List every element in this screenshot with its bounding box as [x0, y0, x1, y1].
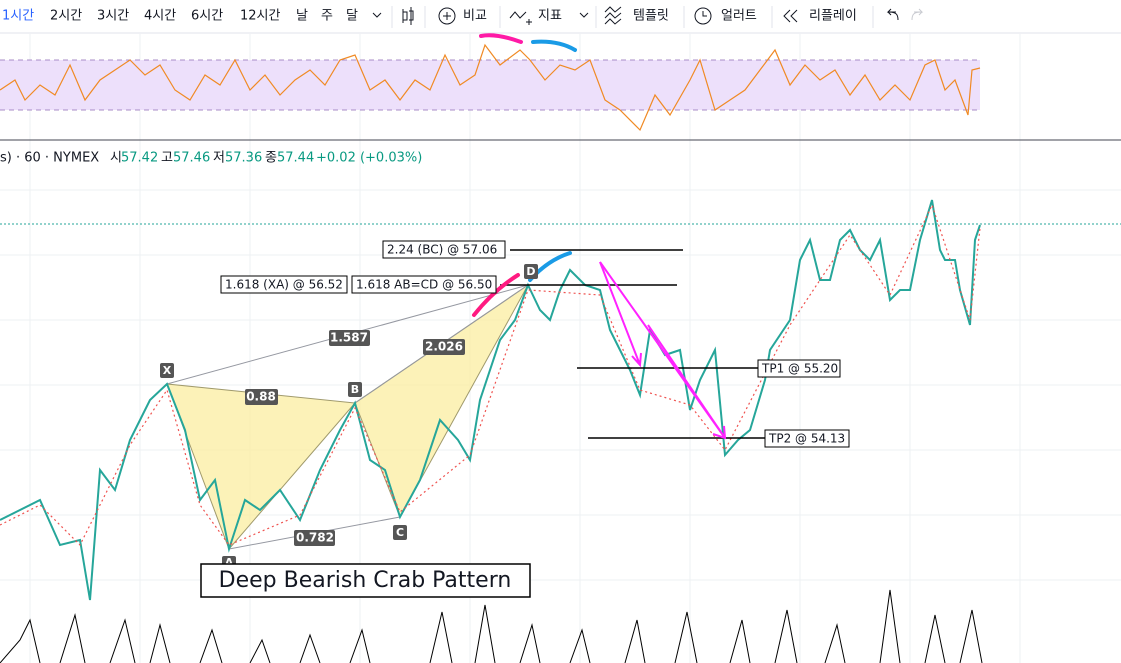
- replay-icon[interactable]: [783, 9, 798, 23]
- change: +0.02 (+0.03%): [316, 151, 422, 166]
- ohlc-label: 시: [110, 151, 122, 166]
- grid: [0, 34, 1121, 663]
- ratio-badge: [423, 339, 465, 355]
- symbol: s) · 60 · NYMEX: [0, 151, 99, 166]
- ohlc-label: 고: [161, 151, 173, 166]
- rsi-band: [0, 60, 980, 110]
- legend: s) · 60 · NYMEX 시 57.42 고 57.46 저 57.36 …: [0, 151, 422, 166]
- point-label: D: [526, 265, 535, 278]
- redo-icon[interactable]: [911, 8, 924, 21]
- toolbar-button[interactable]: 얼러트: [721, 9, 757, 24]
- level-box: [757, 359, 841, 378]
- ohlc-label: 종: [265, 151, 277, 166]
- interval-tab[interactable]: 4시간: [144, 9, 176, 24]
- point-badge: [348, 382, 362, 397]
- ratio-label: 0.88: [246, 390, 276, 404]
- arrows: [599, 261, 727, 440]
- point-label: A: [225, 556, 234, 569]
- price-action: [0, 199, 981, 601]
- volume-line: [0, 589, 983, 663]
- toolbar: 1시간 2시간 3시간 4시간 6시간 12시간 날 주 달 비교 지표 템플릿…: [0, 6, 1121, 34]
- toolbar-button[interactable]: 지표: [538, 9, 562, 24]
- interval-tab[interactable]: 12시간: [240, 9, 281, 24]
- level-box: [220, 275, 348, 294]
- ohlc-value: 57.42: [121, 151, 158, 166]
- level-label: TP2 @ 54.13: [768, 432, 845, 446]
- annotation-stroke: [479, 33, 523, 44]
- compare-icon: [443, 12, 451, 20]
- compare-icon[interactable]: [438, 7, 456, 25]
- chevron[interactable]: [579, 12, 589, 18]
- title-box: [200, 563, 531, 598]
- point-badge: [524, 264, 538, 279]
- ratio-badge: [294, 530, 335, 546]
- point-badge: [393, 525, 407, 540]
- level-label: 1.618 AB=CD @ 56.50: [356, 278, 492, 292]
- interval-tab[interactable]: 주: [321, 9, 333, 24]
- toolbar-button[interactable]: 리플레이: [809, 9, 857, 24]
- pattern-triangle: [166, 383, 357, 550]
- ratio-label: 2.026: [425, 340, 463, 354]
- ratio-badge: [329, 330, 370, 346]
- template-icon[interactable]: [604, 6, 622, 25]
- level-box: [764, 429, 850, 448]
- candle-icon[interactable]: [402, 7, 414, 25]
- interval-tab[interactable]: 2시간: [50, 9, 82, 24]
- rsi-line: [0, 43, 981, 132]
- ohlc-label: 저: [213, 151, 225, 166]
- interval-tab[interactable]: 달: [346, 9, 358, 24]
- point-label: B: [351, 383, 359, 396]
- interval-tab[interactable]: 6시간: [191, 9, 223, 24]
- price-action: [0, 203, 981, 547]
- alert-icon[interactable]: [694, 7, 712, 25]
- ratio-label: 0.782: [296, 531, 334, 545]
- alert-icon: [702, 11, 707, 17]
- pattern-title: Deep Bearish Crab Pattern: [219, 568, 512, 593]
- interval-tab[interactable]: 3시간: [97, 9, 129, 24]
- ohlc-value: 57.46: [173, 151, 210, 166]
- indicator-icon[interactable]: [509, 11, 532, 25]
- undo-icon[interactable]: [886, 8, 899, 21]
- toolbar-button[interactable]: 템플릿: [633, 9, 669, 24]
- point-badge: [160, 363, 174, 378]
- annotation-stroke: [531, 39, 577, 52]
- interval-tab[interactable]: 날: [296, 9, 308, 24]
- level-label: TP1 @ 55.20: [761, 362, 838, 376]
- interval-tab[interactable]: 1시간: [2, 9, 34, 24]
- level-box: [382, 240, 506, 259]
- level-label: 1.618 (XA) @ 56.52: [225, 278, 343, 292]
- ohlc-value: 57.44: [277, 151, 314, 166]
- chevron[interactable]: [372, 12, 382, 18]
- toolbar-button[interactable]: 비교: [463, 9, 487, 24]
- ratio-label: 1.587: [330, 331, 368, 345]
- rsi-pane: [0, 33, 1121, 141]
- point-label: X: [163, 364, 172, 377]
- level-label: 2.24 (BC) @ 57.06: [387, 243, 497, 257]
- point-label: C: [396, 526, 404, 539]
- ratio-badge: [245, 389, 278, 405]
- ohlc-value: 57.36: [225, 151, 262, 166]
- level-box: [351, 275, 497, 294]
- crab-pattern: [166, 284, 529, 550]
